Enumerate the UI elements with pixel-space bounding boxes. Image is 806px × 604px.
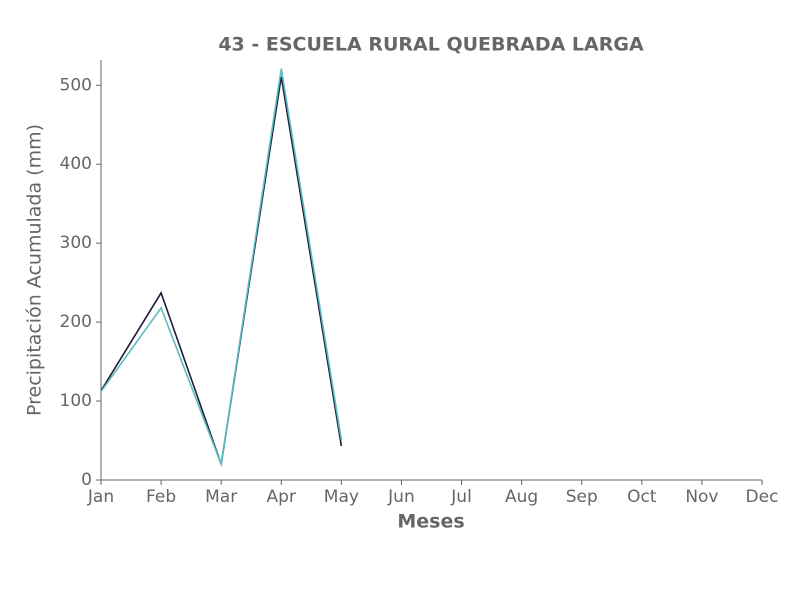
x-tick-label: Oct xyxy=(627,487,657,507)
x-tick-label: May xyxy=(324,487,359,507)
y-tick-label: 100 xyxy=(60,391,92,411)
x-tick-label: Apr xyxy=(267,487,296,507)
x-tick-label: Jul xyxy=(450,487,472,507)
x-tick-label: Sep xyxy=(566,487,598,507)
x-axis-label: Meses xyxy=(397,511,464,533)
x-tick-label: Feb xyxy=(146,487,176,507)
y-tick-label: 400 xyxy=(60,154,92,174)
x-tick-label: Dec xyxy=(746,487,779,507)
y-axis-label: Precipitación Acumulada (mm) xyxy=(24,124,46,416)
y-tick-label: 300 xyxy=(60,233,92,253)
x-tick-label: Jan xyxy=(87,487,114,507)
y-tick-label: 200 xyxy=(60,312,92,332)
line-series xyxy=(100,68,343,468)
x-tick-label: Mar xyxy=(205,487,237,507)
line-series xyxy=(100,76,343,465)
y-tick-label: 0 xyxy=(81,470,92,490)
chart-title: 43 - ESCUELA RURAL QUEBRADA LARGA xyxy=(218,34,644,56)
y-tick-label: 500 xyxy=(60,75,92,95)
x-tick-label: Aug xyxy=(505,487,538,507)
x-tick-label: Jun xyxy=(387,487,415,507)
x-tick-label: Nov xyxy=(685,487,718,507)
